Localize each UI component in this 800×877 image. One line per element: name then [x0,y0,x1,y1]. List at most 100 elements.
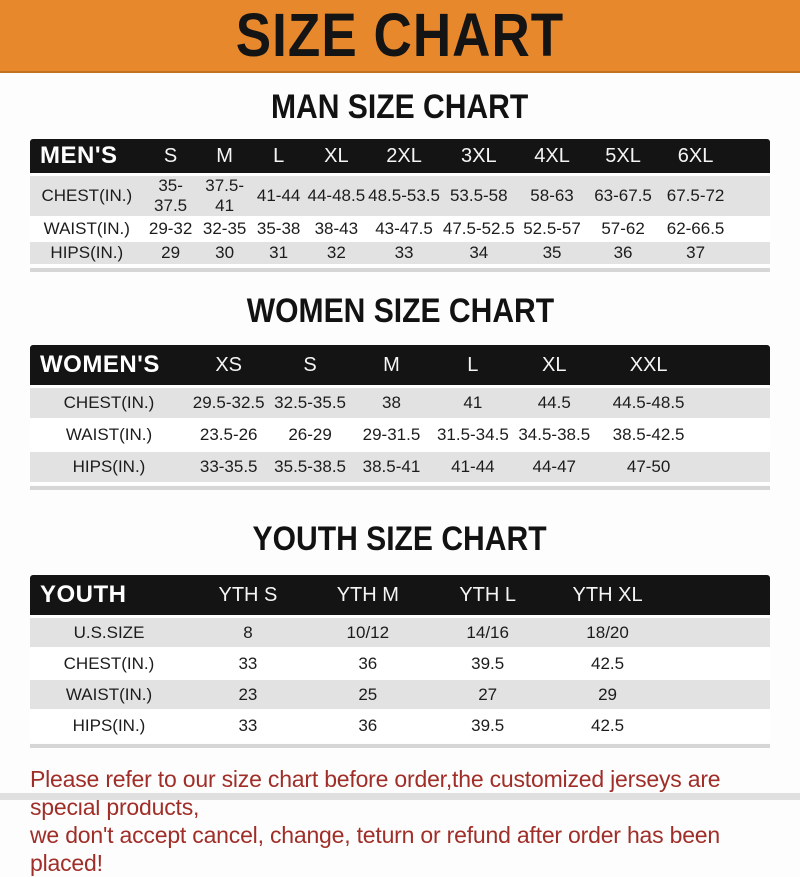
table-header-row: MEN'S S M L XL 2XL 3XL 4XL 5XL 6XL [30,139,770,176]
row-label: HIPS(IN.) [30,452,188,484]
row-spacer [732,176,770,218]
table-row: HIPS(IN.) 33-35.5 35.5-38.5 38.5-41 41-44 44-… [30,452,770,484]
size-cell: 39.5 [427,711,548,742]
column-header: 4XL [516,139,588,176]
size-cell: 41-44 [251,176,306,218]
column-header: XL [305,139,368,176]
size-table: MEN'S S M L XL 2XL 3XL 4XL 5XL 6XL CHEST(IN.) 35-3… [30,139,770,266]
size-cell: 29 [143,242,198,266]
row-label: CHEST(IN.) [30,388,188,420]
size-cell: 23.5-26 [188,420,270,452]
size-cell: 37 [658,242,733,266]
size-cell: 38-43 [305,218,368,242]
order-disclaimer: Please refer to our size chart before or… [30,765,770,877]
size-cell: 29 [547,680,668,711]
table-row: CHEST(IN.) 29.5-32.5 32.5-35.5 38 41 44.5 44.5… [30,388,770,420]
table-row: CHEST(IN.) 33 36 39.5 42.5 [30,649,770,680]
size-cell: 23 [188,680,308,711]
column-header: XXL [594,345,703,388]
row-label: HIPS(IN.) [30,711,188,742]
size-cell: 31.5-34.5 [432,420,514,452]
size-cell: 35-38 [251,218,306,242]
size-cell: 48.5-53.5 [367,176,442,218]
table-row: WAIST(IN.) 29-32 32-35 35-38 38-43 43-47.5 47.… [30,218,770,242]
table-row: CHEST(IN.) 35-37.5 37.5-41 41-44 44-48.5 48.5… [30,176,770,218]
size-cell: 37.5-41 [197,176,252,218]
row-label: CHEST(IN.) [30,176,144,218]
section-title-text: WOMEN SIZE CHART [246,290,554,331]
size-cell: 52.5-57 [516,218,588,242]
table-row: WAIST(IN.) 23 25 27 29 [30,680,770,711]
size-cell: 10/12 [307,618,428,649]
page-title: SIZE CHART [235,1,565,70]
header-spacer [702,345,770,388]
size-cell: 33 [188,649,308,680]
size-cell: 38.5-41 [350,452,433,484]
column-header: M [197,139,252,176]
size-cell: 39.5 [427,649,548,680]
row-spacer [667,711,770,742]
row-label: HIPS(IN.) [30,242,144,266]
column-header: L [432,345,514,388]
column-header: M [350,345,433,388]
size-table-body: CHEST(IN.) 29.5-32.5 32.5-35.5 38 41 44.5 44.5… [30,388,770,484]
row-spacer [732,218,770,242]
size-cell: 29-31.5 [350,420,433,452]
bottom-edge-strip [0,793,800,800]
size-cell: 38 [350,388,433,420]
row-label: WAIST(IN.) [30,420,188,452]
size-table-wrap: YOUTH YTH S YTH M YTH L YTH XL U.S.SIZE 8 10/1… [30,575,770,748]
section-title-text: YOUTH SIZE CHART [252,518,548,559]
size-cell: 29.5-32.5 [188,388,270,420]
table-category-label: WOMEN'S [30,345,188,388]
section-title-text: MAN SIZE CHART [271,86,529,127]
size-table-wrap: WOMEN'S XS S M L XL XXL CHEST(IN.) 29.5-32.5 32.… [30,345,770,490]
size-cell: 58-63 [516,176,588,218]
row-spacer [702,388,770,420]
table-header-row: YOUTH YTH S YTH M YTH L YTH XL [30,575,770,618]
section-title: WOMEN SIZE CHART [0,290,800,331]
size-cell: 18/20 [547,618,668,649]
column-header: L [251,139,306,176]
size-cell: 33-35.5 [188,452,270,484]
size-cell: 31 [251,242,306,266]
size-table-wrap: MEN'S S M L XL 2XL 3XL 4XL 5XL 6XL CHEST(IN.) 35-3… [30,139,770,272]
size-table: YOUTH YTH S YTH M YTH L YTH XL U.S.SIZE 8 10/1… [30,575,770,742]
size-cell: 62-66.5 [658,218,733,242]
size-cell: 42.5 [547,711,668,742]
disclaimer-line-2: we don't accept cancel, change, teturn o… [30,822,720,876]
section-title: MAN SIZE CHART [0,86,800,127]
table-category-label: MEN'S [30,139,144,176]
size-cell: 33 [367,242,442,266]
size-table-body: U.S.SIZE 8 10/12 14/16 18/20 CHEST(IN.) 33 36 39… [30,618,770,742]
size-cell: 32-35 [197,218,252,242]
size-cell: 43-47.5 [367,218,442,242]
size-cell: 44.5-48.5 [594,388,703,420]
table-category-label: YOUTH [30,575,188,618]
size-chart-section: WOMEN SIZE CHART WOMEN'S XS S M L XL XXL CHEST… [0,290,800,490]
size-cell: 44-47 [513,452,595,484]
size-cell: 34.5-38.5 [513,420,595,452]
size-cell: 33 [188,711,308,742]
size-cell: 8 [188,618,308,649]
size-cell: 41-44 [432,452,514,484]
size-cell: 34 [441,242,517,266]
size-cell: 26-29 [269,420,351,452]
column-header: 5XL [587,139,659,176]
column-header: 2XL [367,139,442,176]
section-title: YOUTH SIZE CHART [0,518,800,559]
header-spacer [732,139,770,176]
size-cell: 47.5-52.5 [441,218,517,242]
size-table-head: YOUTH YTH S YTH M YTH L YTH XL [30,575,770,618]
column-header: S [269,345,351,388]
row-label: CHEST(IN.) [30,649,188,680]
column-header: YTH M [307,575,428,618]
size-table-head: WOMEN'S XS S M L XL XXL [30,345,770,388]
column-header: XL [513,345,595,388]
table-row: U.S.SIZE 8 10/12 14/16 18/20 [30,618,770,649]
size-cell: 53.5-58 [441,176,517,218]
size-cell: 63-67.5 [587,176,659,218]
size-cell: 42.5 [547,649,668,680]
size-cell: 47-50 [594,452,703,484]
size-cell: 30 [197,242,252,266]
